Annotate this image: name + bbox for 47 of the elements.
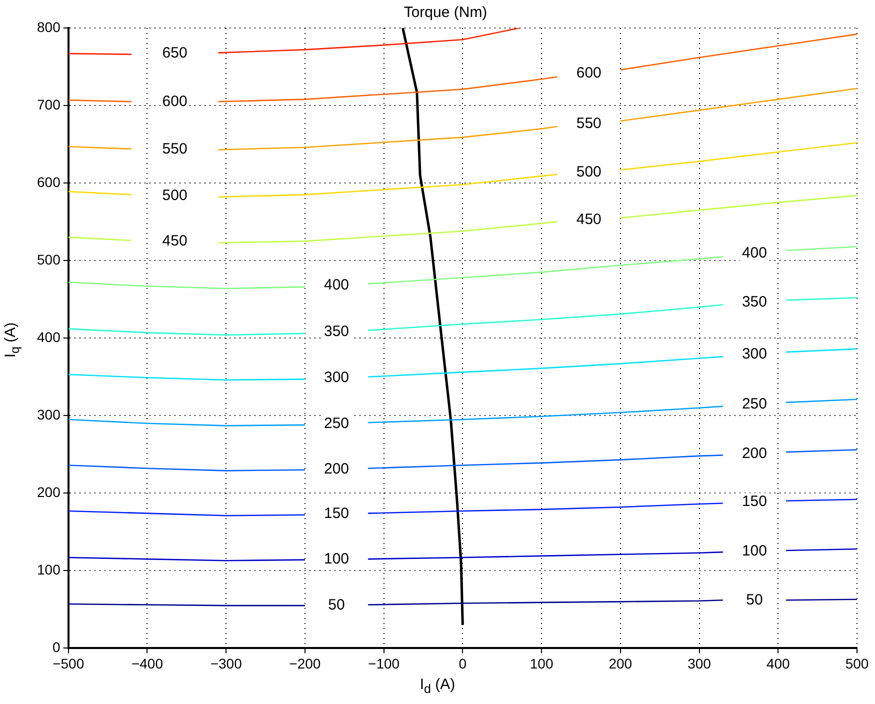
- text: 550: [162, 140, 188, 158]
- x-axis-title: I$_{d}$ (A): [418, 676, 456, 696]
- x-tick-label: 500: [845, 655, 869, 672]
- text: 300: [742, 346, 767, 363]
- y-tick-label: 300: [37, 406, 61, 422]
- x-tick-label: 0: [458, 655, 467, 672]
- y-tick-label: 200: [37, 484, 61, 500]
- y-tick-label: 600: [37, 174, 61, 190]
- text: 100: [742, 542, 767, 560]
- x-tick-label: −400: [131, 655, 164, 672]
- series-label: 50: [328, 596, 345, 614]
- text: 650: [162, 44, 188, 62]
- series-label: 200: [324, 460, 350, 478]
- text: 500: [162, 186, 188, 204]
- series-label: 300: [324, 369, 350, 386]
- series-label: 500: [576, 163, 602, 180]
- text: 50: [746, 591, 763, 608]
- series-label: 150: [324, 505, 350, 522]
- x-tick-label: 300: [688, 655, 712, 672]
- series-label: 600: [576, 64, 602, 82]
- x-tick-label: −100: [368, 655, 400, 672]
- x-tick-label: 200: [608, 655, 632, 672]
- y-tick-label: 500: [37, 251, 61, 268]
- text: 450: [162, 232, 188, 250]
- series-label: 550: [576, 114, 602, 132]
- series-label: 100: [324, 550, 350, 568]
- y-tick-label: 100: [37, 562, 61, 578]
- x-tick-label: −300: [210, 655, 242, 672]
- x-tick-label: −200: [289, 655, 321, 672]
- series-label: 400: [324, 276, 350, 294]
- y-tick-label: 0: [52, 639, 61, 656]
- text: 350: [742, 294, 767, 311]
- chart-title: Torque (Nm): [404, 4, 488, 22]
- series-label: 250: [324, 414, 350, 432]
- x-tick-label: 100: [530, 655, 554, 672]
- x-tick-label: −500: [52, 655, 84, 672]
- text: 250: [742, 396, 767, 413]
- series-label: 350: [324, 323, 350, 340]
- text: 200: [742, 444, 767, 462]
- text: 400: [742, 244, 767, 262]
- x-tick-label: 400: [766, 655, 790, 672]
- text: 600: [162, 92, 188, 110]
- y-tick-label: 800: [37, 18, 61, 35]
- series-label: 450: [576, 211, 602, 228]
- y-tick-label: 400: [37, 328, 61, 345]
- y-tick-label: 700: [37, 96, 61, 112]
- text: 150: [742, 493, 767, 510]
